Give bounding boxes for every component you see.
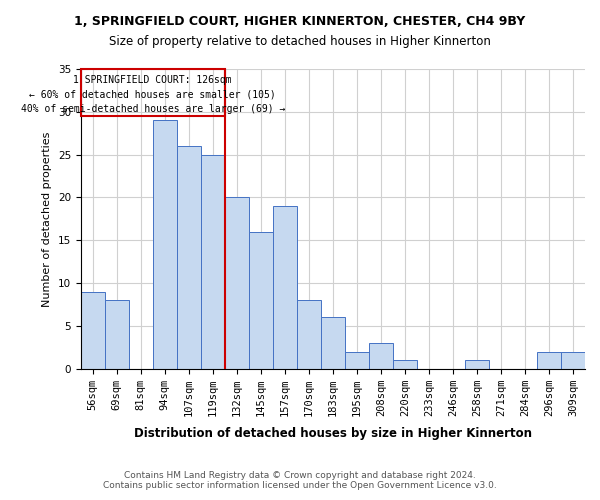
Text: Size of property relative to detached houses in Higher Kinnerton: Size of property relative to detached ho… [109,35,491,48]
X-axis label: Distribution of detached houses by size in Higher Kinnerton: Distribution of detached houses by size … [134,427,532,440]
Bar [465,360,489,368]
Bar [153,120,177,368]
Bar [537,352,561,368]
Text: Contains HM Land Registry data © Crown copyright and database right 2024.
Contai: Contains HM Land Registry data © Crown c… [103,470,497,490]
Bar [297,300,321,368]
Bar [369,343,393,368]
Text: ← 60% of detached houses are smaller (105): ← 60% of detached houses are smaller (10… [29,90,276,100]
Bar [177,146,201,368]
Bar [393,360,417,368]
Bar [81,69,225,116]
Bar [225,198,249,368]
Bar [249,232,273,368]
Text: 1, SPRINGFIELD COURT, HIGHER KINNERTON, CHESTER, CH4 9BY: 1, SPRINGFIELD COURT, HIGHER KINNERTON, … [74,15,526,28]
Bar [81,292,105,368]
Bar [201,154,225,368]
Bar [321,318,345,368]
Bar [345,352,369,368]
Bar [561,352,585,368]
Text: 1 SPRINGFIELD COURT: 126sqm: 1 SPRINGFIELD COURT: 126sqm [73,75,232,85]
Bar [273,206,297,368]
Y-axis label: Number of detached properties: Number of detached properties [42,131,52,306]
Text: 40% of semi-detached houses are larger (69) →: 40% of semi-detached houses are larger (… [20,104,285,114]
Bar [105,300,129,368]
